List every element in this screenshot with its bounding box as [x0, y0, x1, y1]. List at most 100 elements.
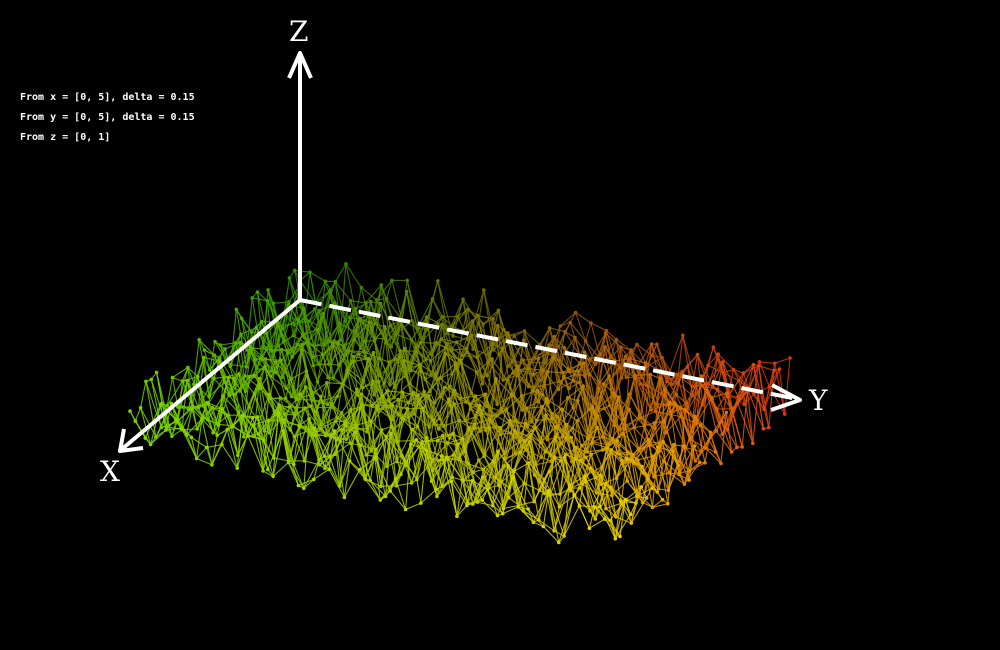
mesh-edge	[669, 411, 687, 448]
mesh-edge	[685, 447, 697, 462]
mesh-point	[596, 414, 600, 418]
mesh-point	[338, 338, 342, 343]
mesh-edge	[299, 393, 311, 407]
mesh-edge	[323, 456, 341, 487]
mesh-point	[308, 404, 313, 408]
mesh-edge	[477, 489, 488, 503]
mesh-edge	[271, 321, 278, 352]
mesh-point	[584, 455, 588, 460]
mesh-edge	[405, 339, 412, 371]
mesh-edge	[487, 451, 499, 485]
mesh-point	[292, 268, 297, 273]
mesh-edge	[187, 367, 199, 378]
mesh-point	[285, 348, 289, 353]
mesh-edge	[505, 394, 512, 411]
mesh-edge	[308, 418, 325, 457]
mesh-edge	[166, 377, 174, 406]
mesh-edge	[329, 456, 341, 487]
mesh-point	[506, 331, 510, 335]
mesh-edge	[583, 362, 600, 389]
mesh-point	[711, 345, 716, 350]
mesh-point	[411, 390, 416, 395]
mesh-edge	[396, 408, 409, 442]
mesh-edge	[606, 440, 618, 449]
mesh-edge	[160, 404, 167, 431]
mesh-point	[303, 406, 307, 410]
random-surface-mesh	[128, 262, 792, 545]
mesh-edge	[555, 426, 562, 444]
mesh-point	[504, 408, 508, 412]
mesh-edge	[746, 389, 754, 444]
mesh-point	[200, 417, 204, 421]
mesh-edge	[211, 444, 223, 466]
mesh-point	[271, 474, 275, 479]
mesh-point	[757, 364, 761, 368]
mesh-point	[185, 378, 189, 383]
mesh-edge	[388, 360, 405, 400]
mesh-edge	[559, 312, 576, 327]
mesh-point	[250, 416, 255, 420]
mesh-edge	[616, 440, 633, 456]
mesh-point	[719, 461, 723, 466]
mesh-edge	[678, 445, 695, 475]
mesh-point	[418, 340, 423, 345]
mesh-edge	[339, 432, 356, 487]
mesh-edge	[633, 414, 641, 428]
mesh-point	[169, 401, 174, 406]
mesh-point	[618, 365, 623, 370]
mesh-point	[368, 299, 373, 304]
mesh-edge	[609, 499, 626, 521]
mesh-edge	[343, 461, 351, 498]
mesh-edge	[416, 437, 428, 480]
mesh-point	[674, 392, 679, 397]
mesh-point	[613, 536, 618, 541]
mesh-edge	[456, 341, 467, 350]
mesh-point	[624, 456, 629, 461]
mesh-edge	[648, 420, 665, 443]
mesh-point	[496, 308, 501, 313]
mesh-edge	[521, 389, 538, 397]
mesh-edge	[543, 526, 560, 543]
mesh-edge	[574, 495, 591, 512]
mesh-edge	[471, 480, 488, 490]
mesh-edge	[258, 383, 270, 396]
mesh-edge	[309, 271, 326, 282]
mesh-edge	[428, 395, 440, 430]
mesh-point	[444, 345, 448, 350]
mesh-edge	[502, 347, 519, 371]
mesh-point	[234, 307, 239, 312]
mesh-edge	[250, 347, 262, 359]
mesh-edge	[411, 437, 428, 484]
mesh-edge	[285, 378, 292, 399]
mesh-point	[450, 324, 455, 329]
mesh-edge	[285, 350, 303, 389]
mesh-edge	[669, 402, 686, 411]
mesh-edge	[677, 446, 685, 466]
mesh-point	[388, 323, 393, 328]
mesh-edge	[726, 393, 738, 448]
mesh-point	[682, 444, 686, 449]
mesh-edge	[630, 358, 646, 364]
mesh-edge	[558, 494, 575, 543]
mesh-point	[432, 401, 437, 405]
mesh-edge	[196, 457, 213, 466]
mesh-point	[255, 290, 260, 294]
mesh-edge	[407, 408, 418, 427]
mesh-point	[359, 285, 364, 290]
mesh-edge	[603, 383, 620, 437]
mesh-point	[274, 370, 279, 375]
mesh-point	[522, 329, 527, 333]
mesh-edge	[322, 343, 334, 355]
mesh-edge	[256, 291, 264, 347]
mesh-edge	[207, 378, 215, 405]
mesh-edge	[222, 408, 233, 427]
mesh-point	[491, 317, 495, 321]
mesh-edge	[213, 378, 230, 396]
mesh-point	[286, 460, 291, 465]
mesh-edge	[726, 393, 743, 448]
mesh-edge	[563, 370, 579, 374]
mesh-edge	[700, 390, 707, 452]
mesh-edge	[663, 444, 675, 461]
mesh-point	[388, 383, 392, 387]
mesh-edge	[226, 415, 243, 431]
